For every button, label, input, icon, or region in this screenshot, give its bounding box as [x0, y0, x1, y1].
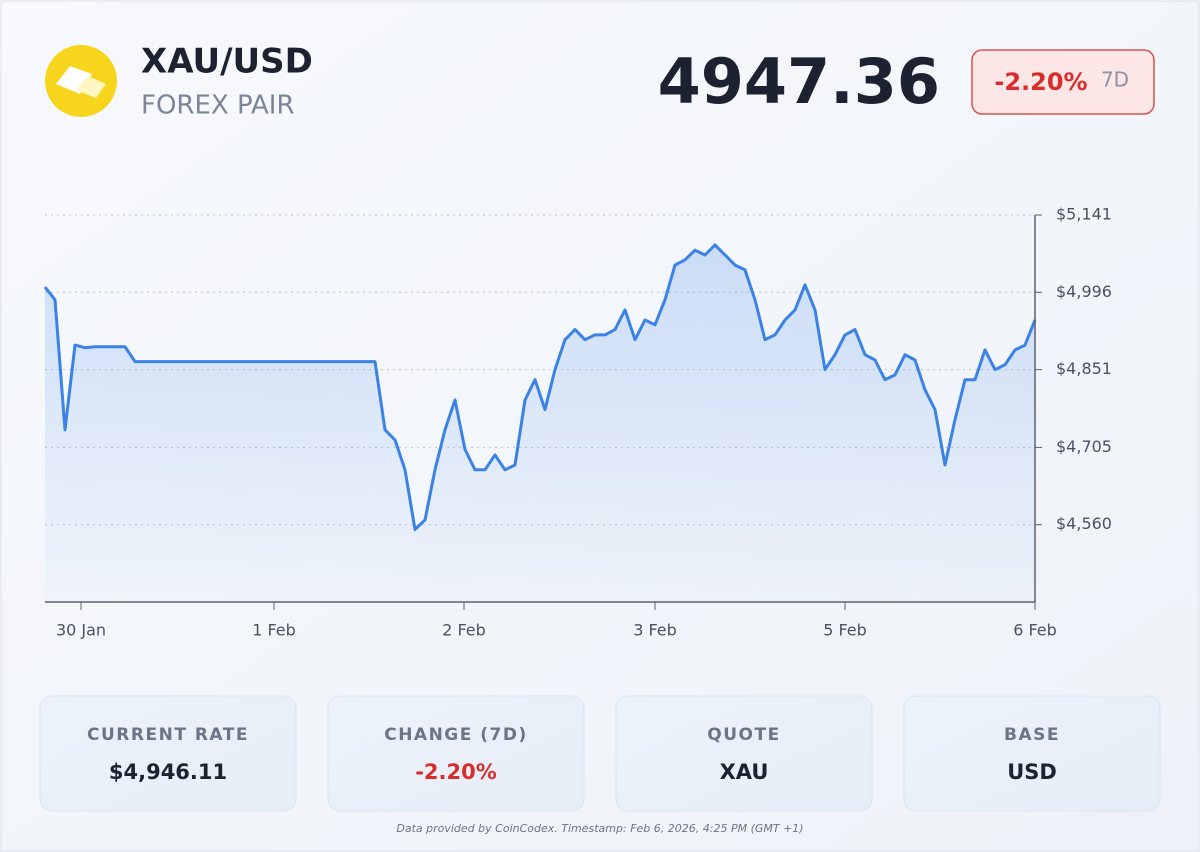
pair-title: XAU/USD — [141, 42, 313, 82]
footer-note: Data provided by CoinCodex. Timestamp: F… — [396, 822, 803, 835]
stat-card — [615, 695, 873, 812]
x-tick-label: 5 Feb — [823, 621, 867, 640]
y-tick-label: $5,141 — [1056, 205, 1112, 224]
stat-label: CHANGE (7D) — [384, 725, 528, 745]
price: 4947.36 — [658, 45, 940, 118]
stat-value: XAU — [720, 760, 769, 784]
pair-subtitle: FOREX PAIR — [141, 91, 295, 121]
stat-value: $4,946.11 — [109, 760, 227, 784]
gold-bars-icon — [56, 66, 106, 98]
x-tick-label: 1 Feb — [252, 621, 296, 640]
stat-label: QUOTE — [707, 725, 780, 745]
x-tick-label: 30 Jan — [56, 621, 106, 640]
stat-label: BASE — [1004, 725, 1060, 745]
change-badge — [971, 49, 1155, 115]
y-tick-label: $4,560 — [1056, 514, 1112, 533]
price-line — [43, 243, 1037, 531]
x-tick-label: 6 Feb — [1013, 621, 1057, 640]
stat-card — [903, 695, 1161, 812]
y-tick-label: $4,705 — [1056, 437, 1112, 456]
stat-value: USD — [1007, 760, 1057, 784]
change-period: 7D — [1101, 68, 1129, 92]
stat-value: -2.20% — [415, 760, 497, 784]
x-tick-label: 2 Feb — [442, 621, 486, 640]
x-tick-label: 3 Feb — [633, 621, 677, 640]
stat-label: CURRENT RATE — [87, 725, 249, 745]
change-value: -2.20% — [994, 68, 1087, 96]
stat-card — [327, 695, 585, 812]
stat-card — [39, 695, 297, 812]
y-tick-label: $4,996 — [1056, 282, 1112, 301]
area-fill — [45, 244, 1035, 602]
stats-row: CURRENT RATE $4,946.11 CHANGE (7D) -2.20% QU… — [39, 695, 1161, 812]
y-tick-label: $4,851 — [1056, 359, 1112, 378]
price-chart: $5,141 $4,996 $4,851 $4,705 $4,560 30 Jan 1 Fe… — [43, 205, 1112, 640]
